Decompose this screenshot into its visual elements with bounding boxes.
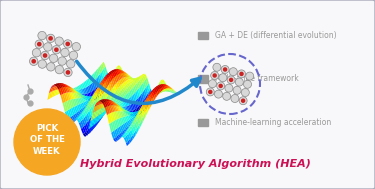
Circle shape <box>223 92 231 100</box>
Circle shape <box>225 84 233 92</box>
Circle shape <box>233 86 241 94</box>
Text: PICK
OF THE
WEEK: PICK OF THE WEEK <box>30 124 64 156</box>
Circle shape <box>50 54 58 63</box>
Circle shape <box>221 65 229 74</box>
Circle shape <box>66 60 75 68</box>
Text: GA + DE (differential evolution): GA + DE (differential evolution) <box>215 31 336 40</box>
Circle shape <box>63 40 72 48</box>
Circle shape <box>242 88 249 97</box>
Circle shape <box>229 68 237 76</box>
Circle shape <box>61 48 69 57</box>
Circle shape <box>214 90 222 98</box>
Circle shape <box>55 37 63 45</box>
Circle shape <box>209 80 216 88</box>
Circle shape <box>58 57 66 65</box>
Circle shape <box>240 72 243 75</box>
Circle shape <box>239 97 247 105</box>
Circle shape <box>46 63 55 71</box>
Circle shape <box>211 71 219 80</box>
Circle shape <box>41 51 49 60</box>
Circle shape <box>30 57 38 65</box>
Circle shape <box>52 46 61 54</box>
Circle shape <box>66 42 69 46</box>
Circle shape <box>49 37 52 40</box>
Circle shape <box>219 74 227 82</box>
Circle shape <box>32 49 41 57</box>
Circle shape <box>55 48 58 51</box>
Circle shape <box>46 34 55 43</box>
Circle shape <box>72 43 81 51</box>
Circle shape <box>243 80 252 88</box>
Circle shape <box>237 70 246 78</box>
Circle shape <box>66 71 69 74</box>
Circle shape <box>64 68 72 77</box>
Circle shape <box>14 109 80 175</box>
Circle shape <box>38 60 46 68</box>
Circle shape <box>213 63 221 71</box>
Circle shape <box>230 78 232 81</box>
Circle shape <box>224 68 226 71</box>
Circle shape <box>219 84 222 88</box>
Circle shape <box>44 43 52 51</box>
Text: Machine-learning acceleration: Machine-learning acceleration <box>215 118 331 127</box>
Bar <box>198 119 208 126</box>
Circle shape <box>235 78 243 86</box>
Circle shape <box>32 60 35 63</box>
Text: Hybrid Evolutionary Algorithm (HEA): Hybrid Evolutionary Algorithm (HEA) <box>80 160 310 169</box>
Circle shape <box>206 88 214 96</box>
Circle shape <box>213 74 216 77</box>
Circle shape <box>44 54 46 57</box>
Circle shape <box>231 94 239 102</box>
FancyArrowPatch shape <box>76 61 200 103</box>
Circle shape <box>227 76 235 84</box>
Circle shape <box>242 99 244 102</box>
Circle shape <box>38 43 41 46</box>
Circle shape <box>38 31 46 40</box>
Circle shape <box>209 90 212 93</box>
Circle shape <box>35 40 44 48</box>
Circle shape <box>69 51 78 60</box>
Circle shape <box>217 82 225 90</box>
Bar <box>198 75 208 83</box>
Bar <box>198 32 208 39</box>
Text: Multi-tribe framework: Multi-tribe framework <box>215 74 298 83</box>
Circle shape <box>55 65 64 74</box>
Circle shape <box>246 72 254 80</box>
